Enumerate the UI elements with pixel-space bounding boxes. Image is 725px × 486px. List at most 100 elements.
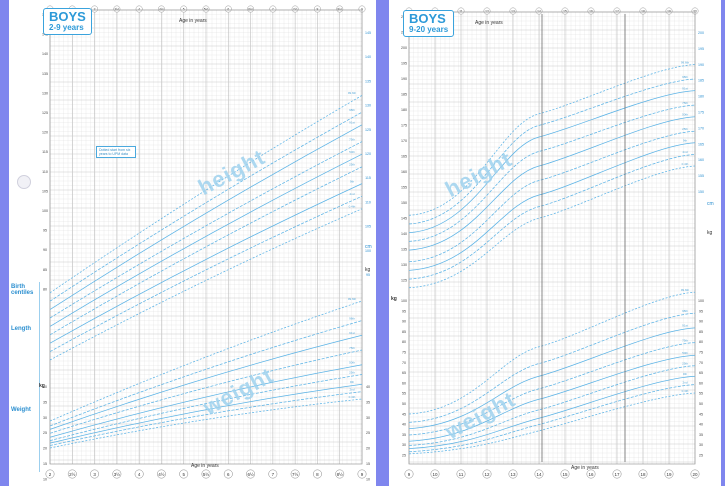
y-tick-label-height-right: 100 xyxy=(365,249,371,253)
age-tick-marker xyxy=(290,469,300,479)
y-tick-label-height: 125 xyxy=(401,279,407,283)
x-tick-label: 5 xyxy=(182,472,185,477)
y-tick-label-height-right: 115 xyxy=(365,176,371,180)
x-tick-label: 8 xyxy=(316,472,319,477)
x-tick-label: 7½ xyxy=(292,471,299,477)
chart-canvas-left: 222½2½333½3½444½4½555½5½666½6½777½7½888½… xyxy=(42,5,371,481)
weight-centile-50th xyxy=(49,364,363,438)
age-tick-marker-top xyxy=(269,5,277,13)
height-centile-label: 50th xyxy=(682,113,688,117)
x-tick-label-top: 5 xyxy=(183,8,185,12)
weight-centile-75th xyxy=(408,342,696,436)
y-tick-label-height: 100 xyxy=(42,209,48,213)
y-tick-label-weight: 35 xyxy=(43,400,47,404)
age-tick-marker xyxy=(90,469,100,479)
weight-centile-label: 98th xyxy=(349,316,355,320)
x-tick-label-top: 13 xyxy=(511,10,515,14)
y-tick-label-weight-right: 85 xyxy=(699,330,703,334)
age-tick-marker xyxy=(404,469,414,479)
age-tick-marker xyxy=(690,469,700,479)
height-centile-75th xyxy=(49,141,363,319)
weight-centile-2nd xyxy=(408,384,696,453)
age-tick-marker-top xyxy=(135,5,143,13)
height-centile-label: 50th xyxy=(349,150,355,154)
age-tick-marker-top xyxy=(561,7,569,15)
y-tick-label-height-right: 185 xyxy=(698,79,704,83)
y-tick-label-weight: 40 xyxy=(402,423,406,427)
y-tick-label-weight: 30 xyxy=(402,443,406,447)
x-tick-label-top: 11 xyxy=(459,10,463,14)
weight-centile-50th xyxy=(408,354,696,442)
chart-title: BOYS xyxy=(409,11,446,26)
y-tick-label-weight-right: 35 xyxy=(699,433,703,437)
chart-subtitle: 2-9 years xyxy=(49,23,84,32)
x-tick-label: 3 xyxy=(93,472,96,477)
y-tick-label-height-right: 180 xyxy=(698,95,704,99)
axis-title-top: Age in years xyxy=(179,18,207,24)
height-centile-label: 25th xyxy=(682,127,688,131)
height-centile-label: 2nd xyxy=(682,150,687,154)
y-tick-label-height: 150 xyxy=(401,201,407,205)
weight-centile-91st xyxy=(408,327,696,430)
y-tick-label-height: 140 xyxy=(42,52,48,56)
height-centile-label: 91st xyxy=(682,86,688,90)
x-tick-label: 12 xyxy=(484,472,490,477)
x-tick-label: 17 xyxy=(614,472,620,477)
weight-centile-label: 98th xyxy=(682,309,688,313)
age-tick-marker xyxy=(67,469,77,479)
y-tick-label-height: 85 xyxy=(43,268,47,272)
age-tick-marker xyxy=(560,469,570,479)
x-tick-label: 13 xyxy=(510,472,516,477)
weight-centile-99.6th xyxy=(49,300,363,422)
plot-frame xyxy=(49,9,363,465)
weight-centile-98th xyxy=(408,312,696,423)
y-tick-label-height: 200 xyxy=(401,46,407,50)
weight-centile-75th xyxy=(49,349,363,434)
height-centile-label: 75th xyxy=(682,101,688,105)
y-tick-label-weight: 70 xyxy=(402,361,406,365)
weight-centile-label: 0.4th xyxy=(349,395,356,399)
y-tick-label-height: 160 xyxy=(401,170,407,174)
x-tick-label: 14 xyxy=(536,472,542,477)
weight-centile-label: 0.4th xyxy=(682,389,689,393)
unit-kg-left: kg xyxy=(39,383,45,389)
age-tick-marker-top xyxy=(457,7,465,15)
age-tick-marker xyxy=(612,469,622,479)
x-tick-label-top: 16 xyxy=(589,10,593,14)
height-centile-label: 91st xyxy=(349,121,355,125)
y-tick-label-height-right: 105 xyxy=(365,225,371,229)
x-tick-label-top: 9 xyxy=(361,8,363,12)
unit-kg-right: kg xyxy=(365,267,371,273)
height-centile-label: 98th xyxy=(349,108,355,112)
y-tick-label-height: 125 xyxy=(42,111,48,115)
y-tick-label-height: 105 xyxy=(42,189,48,193)
x-tick-label-top: 14 xyxy=(537,10,541,14)
x-tick-label-top: 5½ xyxy=(204,8,209,12)
x-tick-label: 6 xyxy=(227,472,230,477)
y-tick-label-height: 80 xyxy=(43,287,47,291)
unit-cm: cm xyxy=(707,201,714,207)
y-tick-label-weight: 30 xyxy=(43,416,47,420)
y-tick-label-weight-right: 35 xyxy=(366,400,370,404)
height-centile-9th xyxy=(408,142,696,271)
age-tick-marker xyxy=(112,469,122,479)
x-tick-label: 16 xyxy=(588,472,594,477)
weight-centile-label: 75th xyxy=(349,346,355,350)
age-tick-marker-top xyxy=(509,7,517,15)
y-tick-label-height: 90 xyxy=(43,248,47,252)
y-tick-label-weight-right: 60 xyxy=(699,381,703,385)
y-tick-label-height: 95 xyxy=(43,229,47,233)
x-tick-label-top: 6 xyxy=(227,8,229,12)
height-centile-2nd xyxy=(49,195,363,352)
y-tick-label-weight-right: 75 xyxy=(699,351,703,355)
x-tick-label: 18 xyxy=(640,472,646,477)
y-tick-label-weight: 90 xyxy=(402,320,406,324)
age-tick-marker-top xyxy=(247,5,255,13)
y-tick-label-height-right: 155 xyxy=(698,174,704,178)
x-tick-label-top: 4½ xyxy=(159,8,164,12)
age-tick-marker xyxy=(268,469,278,479)
weight-label: Weight xyxy=(11,407,31,413)
age-tick-marker xyxy=(179,469,189,479)
y-tick-label-height: 130 xyxy=(401,263,407,267)
x-tick-label-top: 3½ xyxy=(115,8,120,12)
